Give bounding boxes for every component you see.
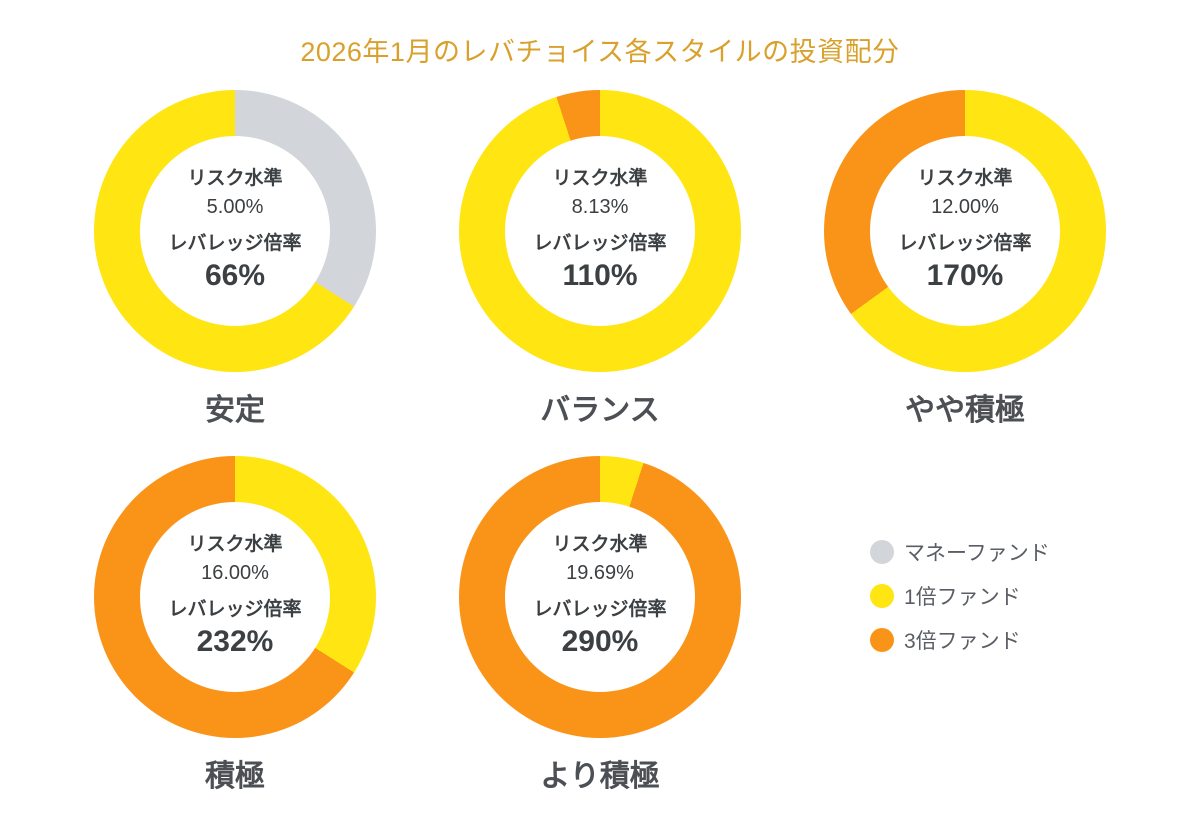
risk-level-label: リスク水準 bbox=[552, 534, 648, 556]
3x-fund-swatch bbox=[870, 628, 894, 652]
legend: マネーファンド 1倍ファンド 3倍ファンド bbox=[870, 537, 1050, 655]
donut-hole: リスク水準 16.00% レバレッジ倍率 232% bbox=[140, 502, 330, 692]
leverage-label: レバレッジ倍率 bbox=[168, 599, 302, 620]
legend-item-label: マネーファンド bbox=[904, 542, 1050, 565]
legend-item-money-fund: マネーファンド bbox=[870, 537, 1050, 567]
donut-chart-balance: リスク水準 8.13% レバレッジ倍率 110% バランス bbox=[459, 90, 741, 429]
page-title: 2026年1月のレバチョイス各スタイルの投資配分 bbox=[300, 37, 900, 67]
donut-hole: リスク水準 12.00% レバレッジ倍率 170% bbox=[870, 136, 1060, 326]
donut-chart-somewhat-aggressive: リスク水準 12.00% レバレッジ倍率 170% やや積極 bbox=[824, 90, 1106, 429]
risk-level-value: 5.00% bbox=[206, 196, 264, 218]
donut-ring: リスク水準 8.13% レバレッジ倍率 110% bbox=[459, 90, 741, 372]
leverage-label: レバレッジ倍率 bbox=[533, 599, 667, 620]
chart-style-label: バランス bbox=[540, 394, 660, 427]
risk-level-value: 8.13% bbox=[571, 196, 629, 218]
legend-item-label: 1倍ファンド bbox=[904, 586, 1021, 609]
donut-chart-aggressive: リスク水準 16.00% レバレッジ倍率 232% 積極 bbox=[94, 456, 376, 795]
risk-level-label: リスク水準 bbox=[187, 168, 283, 190]
risk-level-label: リスク水準 bbox=[917, 168, 1013, 190]
chart-style-label: 積極 bbox=[205, 760, 265, 793]
chart-style-label: より積極 bbox=[540, 760, 660, 793]
risk-level-value: 12.00% bbox=[931, 196, 999, 218]
donut-hole: リスク水準 5.00% レバレッジ倍率 66% bbox=[140, 136, 330, 326]
money-fund-swatch bbox=[870, 540, 894, 564]
legend-item-1x-fund: 1倍ファンド bbox=[870, 581, 1050, 611]
leverage-value: 110% bbox=[562, 258, 638, 292]
legend-item-3x-fund: 3倍ファンド bbox=[870, 625, 1050, 655]
leverage-label: レバレッジ倍率 bbox=[168, 233, 302, 254]
leverage-value: 232% bbox=[196, 624, 274, 658]
donut-ring: リスク水準 16.00% レバレッジ倍率 232% bbox=[94, 456, 376, 738]
leverage-value: 170% bbox=[926, 258, 1004, 292]
risk-level-label: リスク水準 bbox=[552, 168, 648, 190]
donut-chart-stable: リスク水準 5.00% レバレッジ倍率 66% 安定 bbox=[94, 90, 376, 429]
legend-item-label: 3倍ファンド bbox=[904, 630, 1021, 653]
leverage-value: 66% bbox=[204, 258, 266, 292]
chart-style-label: 安定 bbox=[205, 394, 265, 427]
donut-ring: リスク水準 12.00% レバレッジ倍率 170% bbox=[824, 90, 1106, 372]
donut-chart-more-aggressive: リスク水準 19.69% レバレッジ倍率 290% より積極 bbox=[459, 456, 741, 795]
chart-style-label: やや積極 bbox=[905, 394, 1025, 427]
1x-fund-swatch bbox=[870, 584, 894, 608]
leverage-label: レバレッジ倍率 bbox=[533, 233, 667, 254]
leverage-value: 290% bbox=[561, 624, 639, 658]
donut-hole: リスク水準 8.13% レバレッジ倍率 110% bbox=[505, 136, 695, 326]
leverage-label: レバレッジ倍率 bbox=[898, 233, 1032, 254]
risk-level-value: 19.69% bbox=[566, 562, 634, 584]
risk-level-value: 16.00% bbox=[201, 562, 269, 584]
donut-ring: リスク水準 19.69% レバレッジ倍率 290% bbox=[459, 456, 741, 738]
donut-ring: リスク水準 5.00% レバレッジ倍率 66% bbox=[94, 90, 376, 372]
donut-hole: リスク水準 19.69% レバレッジ倍率 290% bbox=[505, 502, 695, 692]
risk-level-label: リスク水準 bbox=[187, 534, 283, 556]
